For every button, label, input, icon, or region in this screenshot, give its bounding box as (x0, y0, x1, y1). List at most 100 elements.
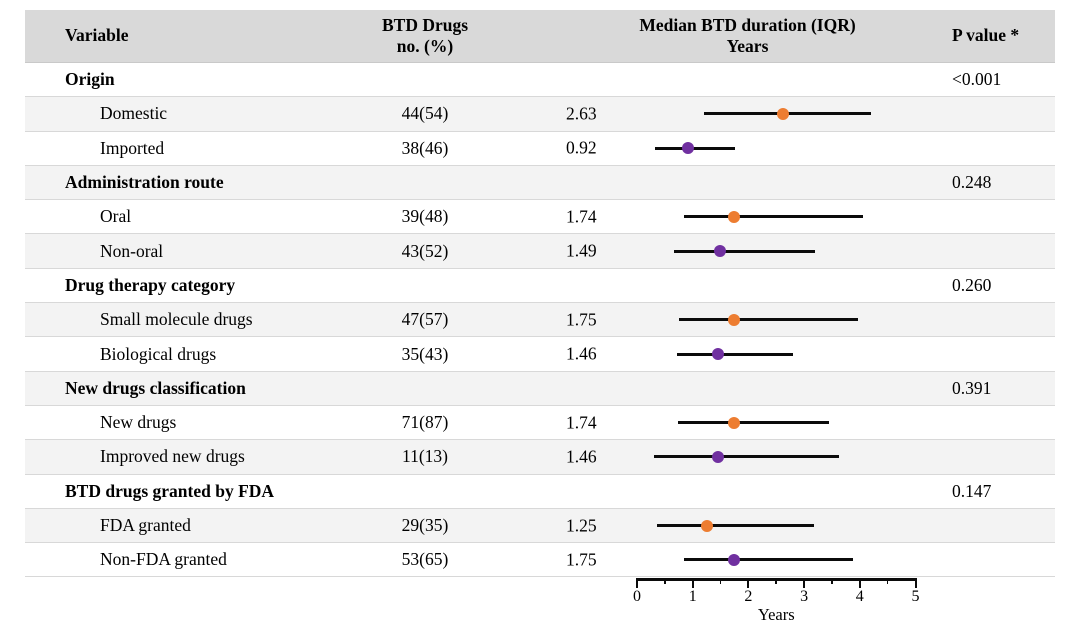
header-count-line2: no. (%) (396, 36, 454, 56)
iqr-line (674, 249, 816, 253)
count-cell: 71(87) (401, 412, 449, 433)
group-row: Origin <0.001 (25, 63, 1055, 98)
group-row: BTD drugs granted by FDA 0.147 (25, 475, 1055, 509)
item-label: FDA granted (100, 515, 191, 535)
group-row: Drug therapy category 0.260 (25, 269, 1055, 304)
tick-label: 5 (911, 588, 920, 606)
median-value: 0.92 (566, 137, 597, 158)
count-cell: 39(48) (401, 206, 449, 227)
item-row: Imported 38(46) 0.92 (25, 132, 1055, 166)
major-tick (691, 578, 694, 589)
plot-cell: 1.46 (520, 337, 930, 370)
item-label: Imported (100, 137, 165, 158)
tick-label: 2 (744, 588, 753, 606)
minor-tick (719, 578, 722, 585)
count-cell: 53(65) (401, 549, 449, 570)
item-row: FDA granted 29(35) 1.25 (25, 508, 1055, 544)
item-row: Non-FDA granted 53(65) 1.75 (25, 543, 1055, 578)
count-cell: 35(43) (401, 343, 449, 364)
minor-tick (664, 578, 666, 585)
major-tick (914, 578, 917, 589)
plot-cell: 0.92 (520, 132, 930, 165)
p-value: 0.147 (952, 480, 992, 501)
median-dot (727, 210, 740, 223)
plot-cell (520, 63, 930, 96)
count-cell: 11(13) (401, 446, 448, 467)
iqr-line (657, 524, 814, 527)
group-row: Administration route 0.248 (25, 165, 1055, 201)
minor-tick (886, 578, 889, 585)
item-row: Improved new drugs 11(13) 1.46 (25, 440, 1055, 475)
median-value: 1.75 (566, 549, 597, 570)
plot-cell: 1.74 (520, 200, 930, 233)
plot-cell: 1.75 (520, 303, 930, 336)
header-duration-line2: Years (726, 36, 769, 56)
median-value: 2.63 (566, 103, 597, 124)
header-variable: Variable (65, 25, 129, 46)
median-dot (713, 245, 726, 258)
tick-label: 0 (633, 588, 641, 606)
table-header-row: Variable BTD Drugs no. (%) Median BTD du… (25, 10, 1055, 63)
plot-cell (520, 166, 930, 199)
table-body: Origin <0.001 Domestic 44(54) 2.63 Imported 38… (25, 63, 1055, 578)
median-value: 1.74 (566, 206, 597, 227)
item-label: Biological drugs (100, 343, 217, 364)
major-tick (858, 578, 861, 589)
iqr-line (677, 352, 793, 356)
iqr-line (683, 558, 853, 562)
plot-cell (520, 269, 930, 302)
median-value: 1.46 (566, 343, 597, 364)
iqr-line (684, 215, 863, 219)
iqr-line (655, 146, 736, 150)
item-label: New drugs (100, 412, 177, 433)
header-p-value: P value * (952, 25, 1020, 46)
count-cell: 47(57) (401, 309, 449, 330)
item-label: Domestic (100, 103, 168, 124)
group-label: Origin (65, 69, 115, 90)
p-value: 0.260 (952, 274, 992, 295)
axis-spacer-count (330, 577, 520, 637)
tick-label: 3 (800, 588, 809, 606)
median-value: 1.74 (566, 412, 597, 433)
plot-cell (520, 372, 930, 405)
group-label: New drugs classification (65, 377, 246, 398)
axis-spacer-variable (25, 577, 330, 637)
count-cell: 43(52) (401, 240, 449, 261)
iqr-line (654, 455, 839, 459)
median-value: 1.46 (566, 446, 597, 467)
count-cell: 29(35) (401, 515, 449, 535)
item-row: Small molecule drugs 47(57) 1.75 (25, 303, 1055, 338)
p-value: 0.391 (952, 377, 992, 398)
header-count-line1: BTD Drugs (381, 14, 469, 35)
header-btd-drugs-count: BTD Drugs no. (%) (330, 15, 520, 58)
header-median-duration: Median BTD duration (IQR) Years (520, 15, 930, 58)
axis-spacer-p (930, 577, 1055, 637)
item-row: Domestic 44(54) 2.63 (25, 97, 1055, 132)
median-dot (728, 553, 741, 566)
median-dot (700, 519, 713, 532)
item-row: Oral 39(48) 1.74 (25, 200, 1055, 235)
tick-label: 1 (688, 588, 697, 606)
item-label: Non-FDA granted (100, 549, 227, 570)
x-axis-title: Years (757, 605, 795, 625)
major-tick (803, 578, 806, 589)
header-duration-line1: Median BTD duration (IQR) (639, 14, 856, 35)
plot-cell: 1.46 (520, 440, 930, 473)
group-label: Administration route (65, 172, 224, 193)
tick-label: 4 (855, 588, 864, 606)
group-label: BTD drugs granted by FDA (65, 480, 275, 501)
plot-cell (520, 475, 930, 508)
forest-plot-table: Variable BTD Drugs no. (%) Median BTD du… (25, 10, 1055, 637)
item-row: New drugs 71(87) 1.74 (25, 406, 1055, 441)
plot-cell: 1.74 (520, 406, 930, 439)
group-label: Drug therapy category (65, 274, 236, 295)
median-value: 1.75 (566, 309, 597, 330)
x-axis-row: Years 0 1 2 3 4 5 (25, 577, 1055, 637)
plot-cell: 1.75 (520, 543, 930, 576)
item-label: Non-oral (100, 240, 164, 261)
median-value: 1.49 (566, 240, 597, 261)
item-label: Small molecule drugs (100, 309, 253, 330)
median-dot (727, 416, 740, 429)
x-axis: Years 0 1 2 3 4 5 (520, 577, 930, 637)
median-dot (712, 450, 725, 463)
